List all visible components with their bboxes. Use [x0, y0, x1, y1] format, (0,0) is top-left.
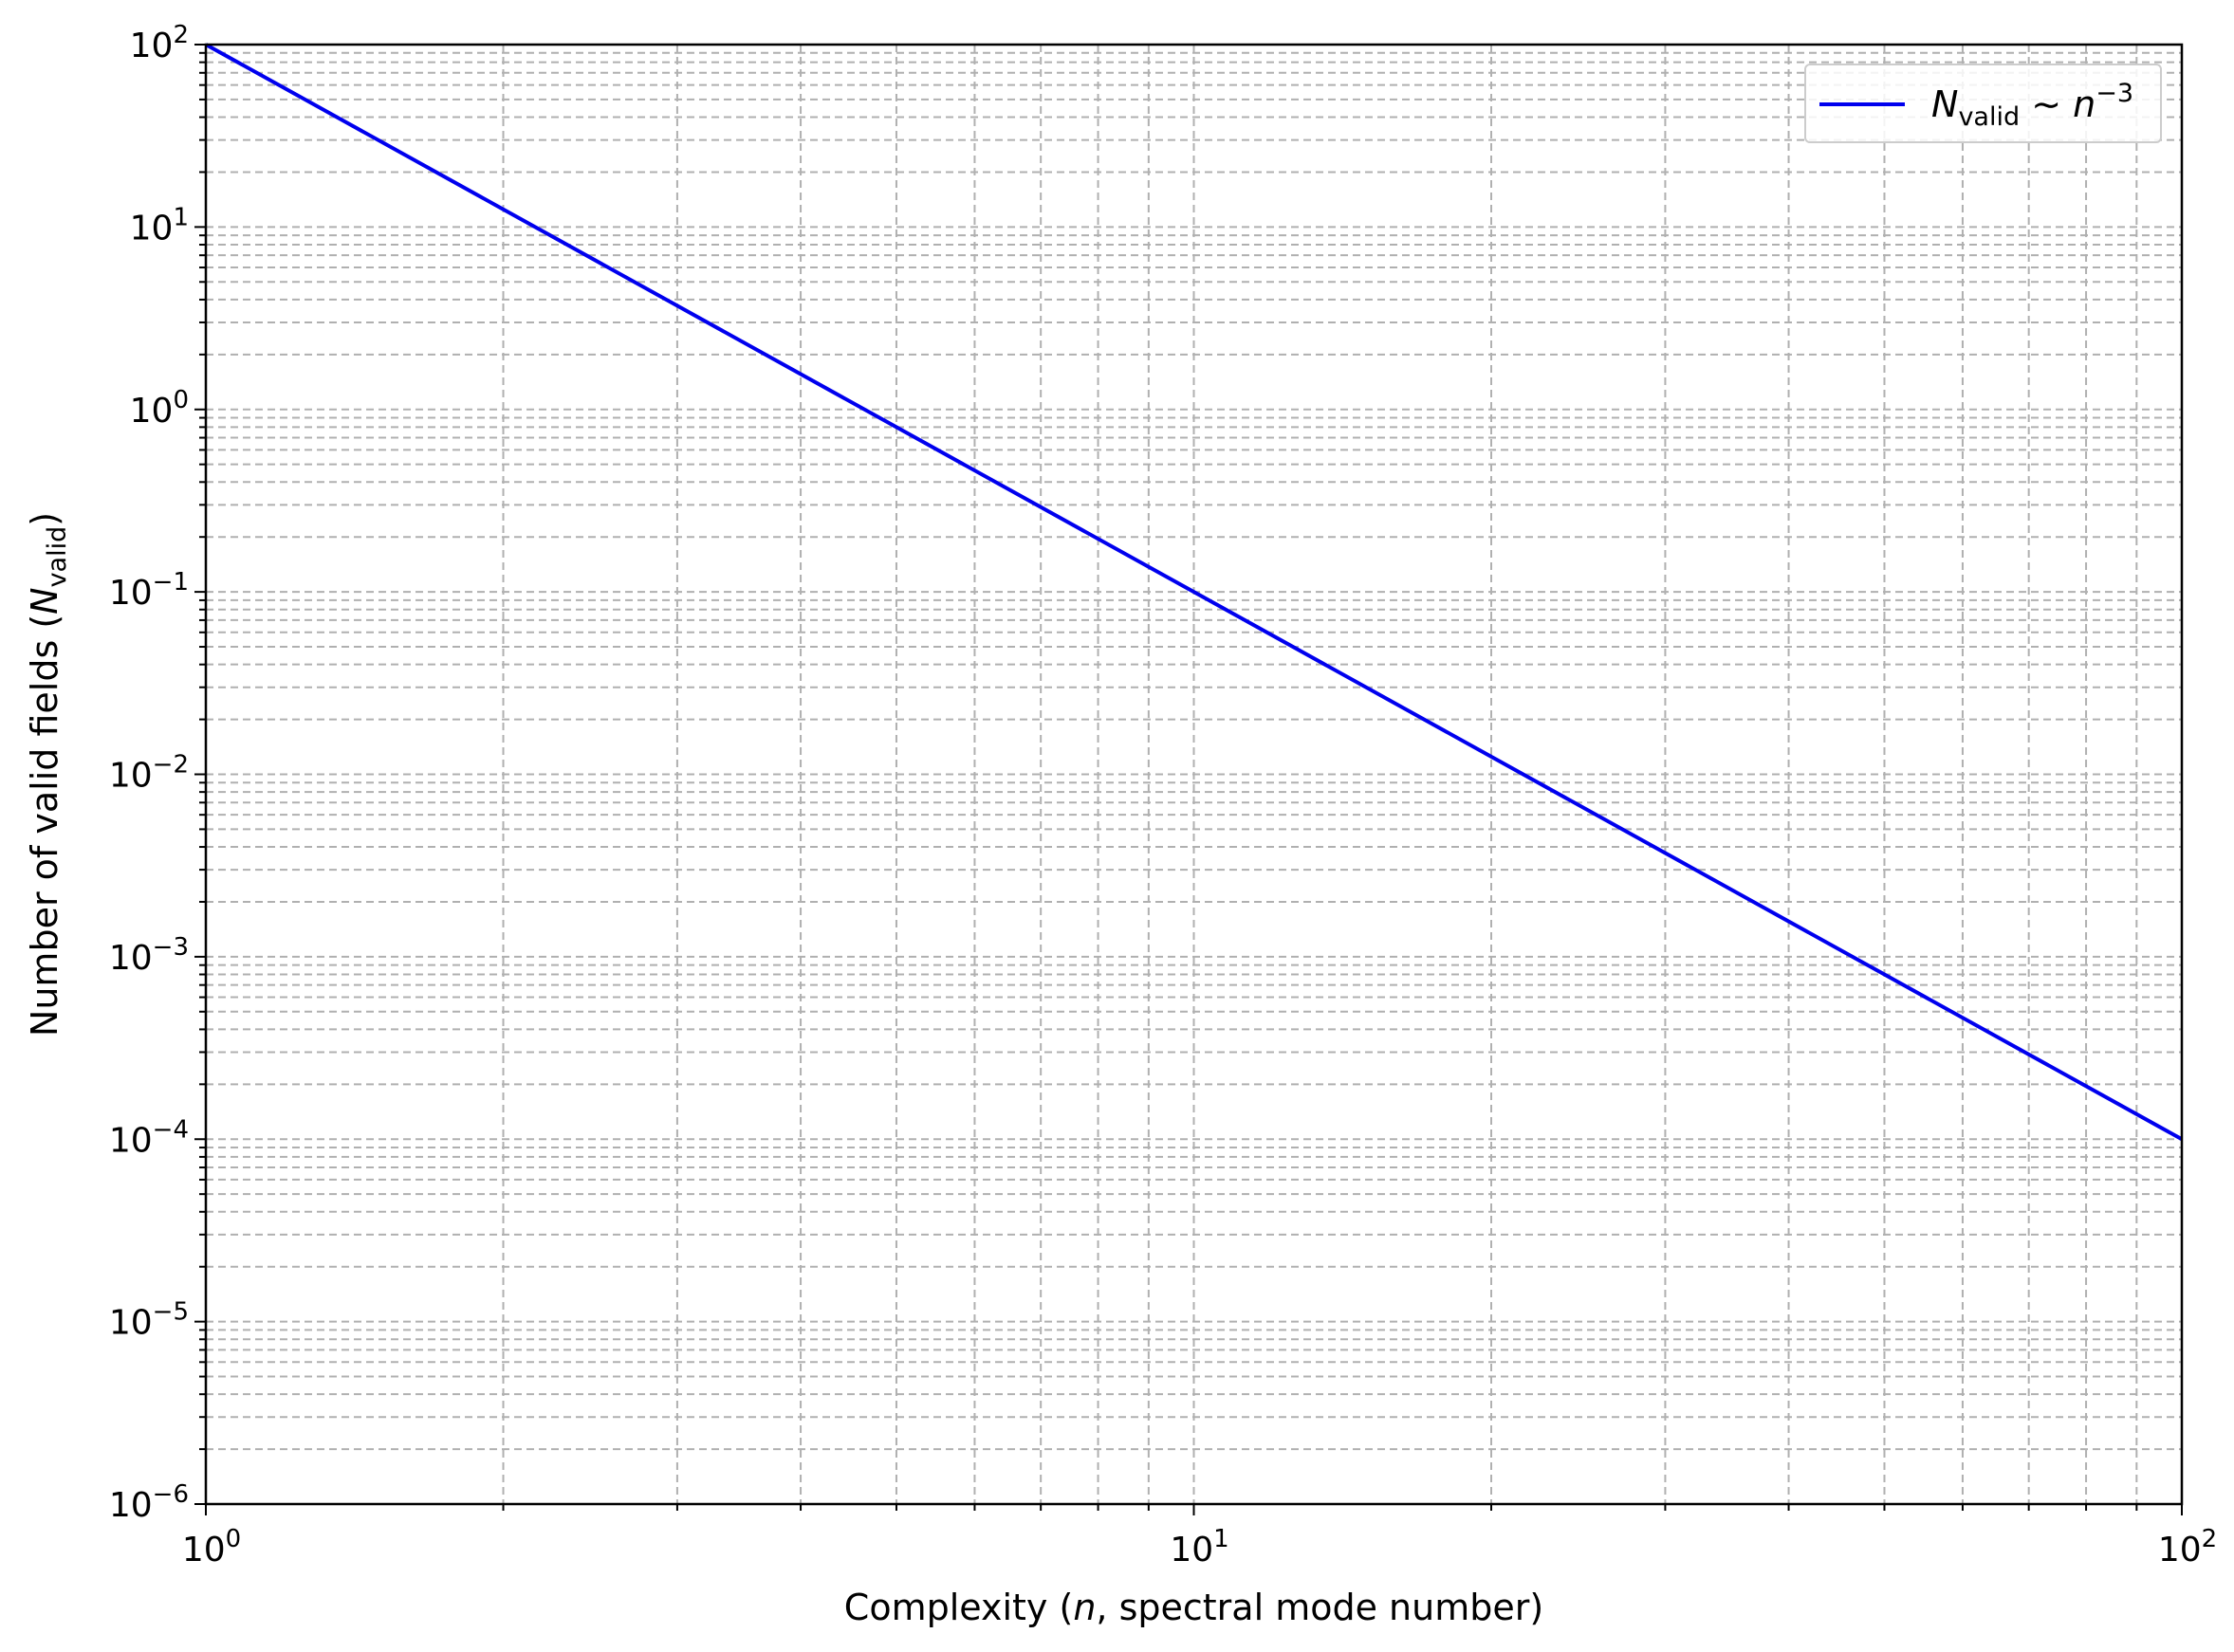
x-tick-label: 101 [1170, 1525, 1228, 1569]
y-tick-label: 10−5 [109, 1298, 189, 1343]
y-tick-label: 10−2 [109, 751, 189, 796]
legend: Nvalid ∼ n−3 [1804, 64, 2162, 143]
x-axis-label: Complexity (n, spectral mode number) [844, 1587, 1543, 1628]
y-tick-label: 10−4 [109, 1115, 189, 1160]
y-tick-label: 10−1 [109, 568, 189, 613]
y-tick-label: 10−3 [109, 933, 189, 978]
legend-box [1804, 64, 2162, 143]
grid-lines [206, 45, 2182, 1504]
ticks-layer: 100 101 102 102 101 100 10−1 10−2 10−3 10−4 10−5 10… [109, 21, 2217, 1569]
legend-label: Nvalid ∼ n−3 [1931, 79, 2133, 132]
series-line-0 [205, 43, 2183, 1141]
y-axis-label: Number of valid fields (Nvalid) [24, 512, 72, 1037]
y-tick-label: 10−6 [109, 1480, 189, 1525]
y-tick-label: 102 [130, 21, 189, 65]
x-tick-label: 102 [2158, 1525, 2217, 1569]
x-tick-label: 100 [182, 1525, 241, 1569]
series-layer [205, 43, 2183, 1141]
y-tick-label: 100 [130, 386, 189, 431]
y-tick-label: 101 [130, 203, 189, 248]
